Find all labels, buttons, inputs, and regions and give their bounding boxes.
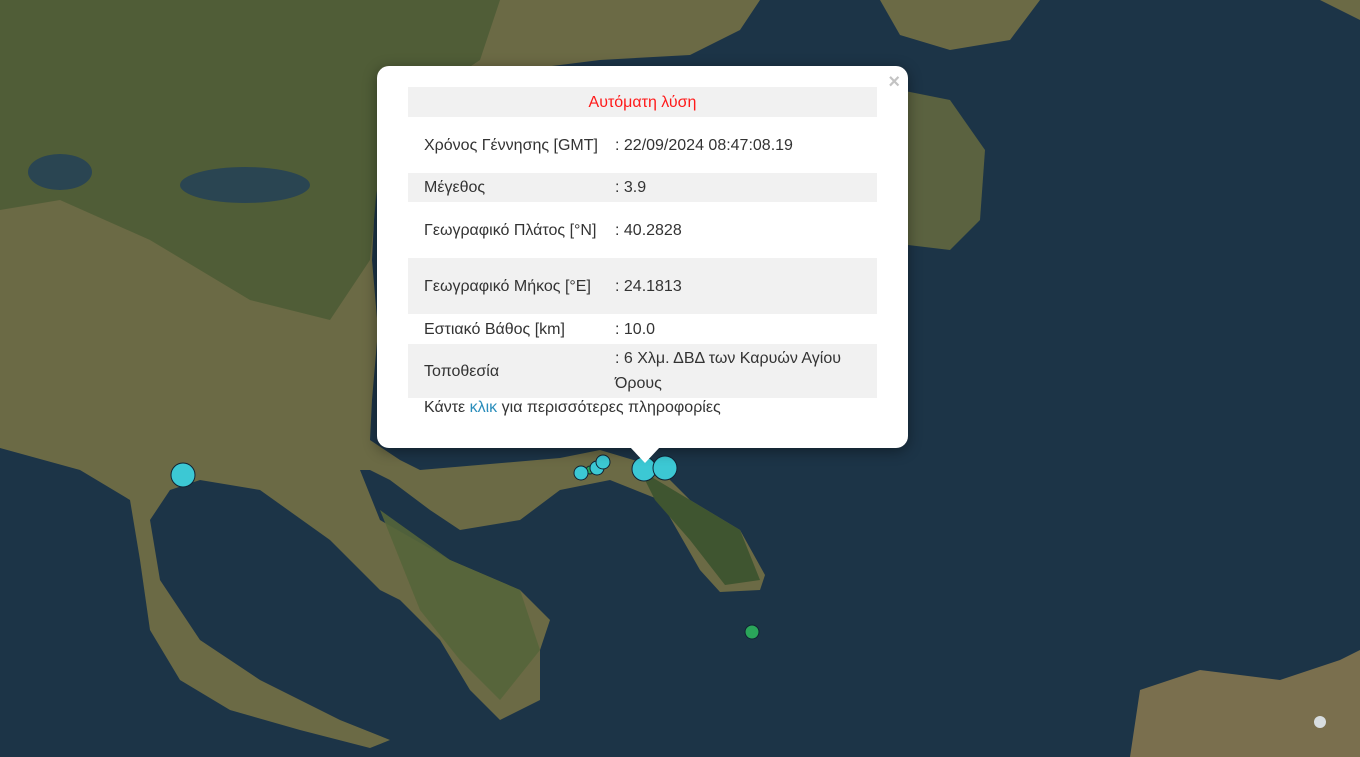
- earthquake-marker[interactable]: [170, 462, 196, 488]
- land-southeast: [1130, 650, 1360, 757]
- earthquake-details-table: Αυτόματη λύση Χρόνος Γέννησης [GMT] : 22/…: [408, 87, 877, 398]
- popup-title: Αυτόματη λύση: [408, 87, 877, 117]
- more-prefix: Κάντε: [424, 399, 470, 416]
- row-value: : 40.2828: [615, 221, 682, 239]
- row-value: : 24.1813: [599, 258, 877, 314]
- popup-tip: [630, 447, 660, 463]
- more-info-link[interactable]: κλικ: [469, 399, 498, 416]
- row-label: Γεωγραφικό Μήκος [°E]: [408, 258, 599, 314]
- table-row: Εστιακό Βάθος [km] : 10.0: [408, 314, 877, 344]
- row-value: : 3.9: [599, 173, 877, 202]
- close-icon[interactable]: ×: [888, 71, 900, 93]
- table-row: Γεωγραφικό Μήκος [°E]: 24.1813: [408, 258, 877, 314]
- row-value: : 10.0: [615, 320, 656, 338]
- table-row: Μέγεθος: 3.9: [408, 173, 877, 202]
- land-east: [900, 90, 985, 250]
- row-label: Τοποθεσία: [408, 344, 599, 398]
- row-label: Χρόνος Γέννησης [GMT]: [424, 136, 598, 154]
- earthquake-marker[interactable]: [573, 465, 589, 481]
- table-row: Γεωγραφικό Πλάτος [°N] : 40.2828: [408, 202, 877, 258]
- row-label: Μέγεθος: [408, 173, 599, 202]
- row-label: Γεωγραφικό Πλάτος [°N]: [424, 221, 597, 239]
- popup-title-row: Αυτόματη λύση: [408, 87, 877, 117]
- row-value: : 6 Χλμ. ΔΒΔ των Καρυών Αγίου Όρους: [599, 344, 877, 398]
- row-label: Εστιακό Βάθος [km]: [424, 320, 565, 338]
- earthquake-marker[interactable]: [595, 454, 611, 470]
- more-suffix: για περισσότερες πληροφορίες: [497, 399, 721, 416]
- row-value: : 22/09/2024 08:47:08.19: [615, 136, 793, 154]
- more-info-text: Κάντε κλικ για περισσότερες πληροφορίες: [424, 399, 721, 417]
- earthquake-marker[interactable]: [744, 624, 760, 640]
- table-row: Χρόνος Γέννησης [GMT] : 22/09/2024 08:47:…: [408, 117, 877, 173]
- table-row: Τοποθεσία: 6 Χλμ. ΔΒΔ των Καρυών Αγίου Ό…: [408, 344, 877, 398]
- earthquake-popup: × Αυτόματη λύση Χρόνος Γέννησης [GMT] : 2…: [377, 66, 908, 448]
